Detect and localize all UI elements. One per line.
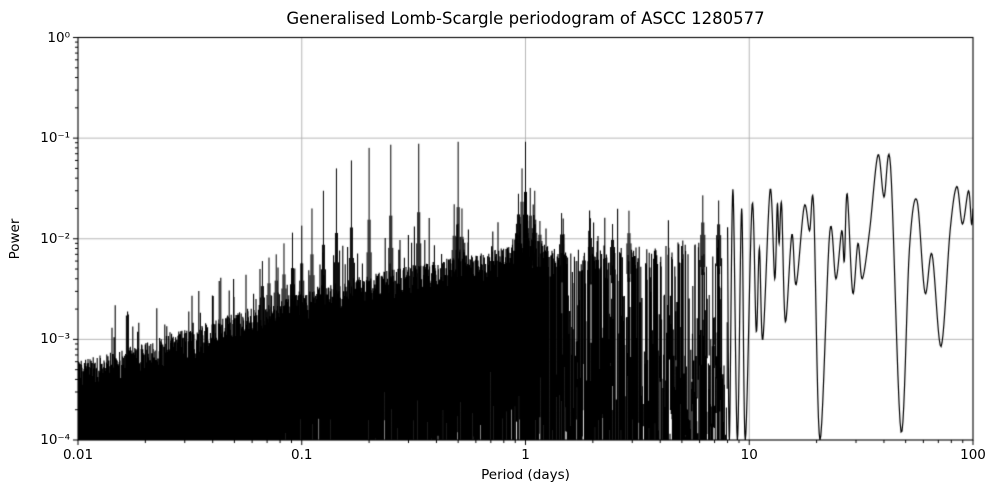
x-tick-label: 0.1 [291, 447, 313, 463]
x-tick-label: 100 [960, 447, 986, 463]
x-tick-label: 10 [740, 447, 758, 463]
chart-title: Generalised Lomb-Scargle periodogram of … [286, 9, 765, 28]
x-tick-label: 0.01 [62, 447, 94, 463]
x-axis-label: Period (days) [481, 467, 570, 483]
y-tick-label: 10⁰ [47, 29, 70, 46]
y-axis-label: Power [7, 218, 23, 260]
y-tick-label: 10⁻¹ [40, 130, 70, 147]
x-tick-label: 1 [521, 447, 530, 463]
y-tick-label: 10⁻² [40, 230, 70, 247]
y-tick-label: 10⁻³ [40, 331, 70, 348]
y-tick-label: 10⁻⁴ [40, 432, 70, 448]
